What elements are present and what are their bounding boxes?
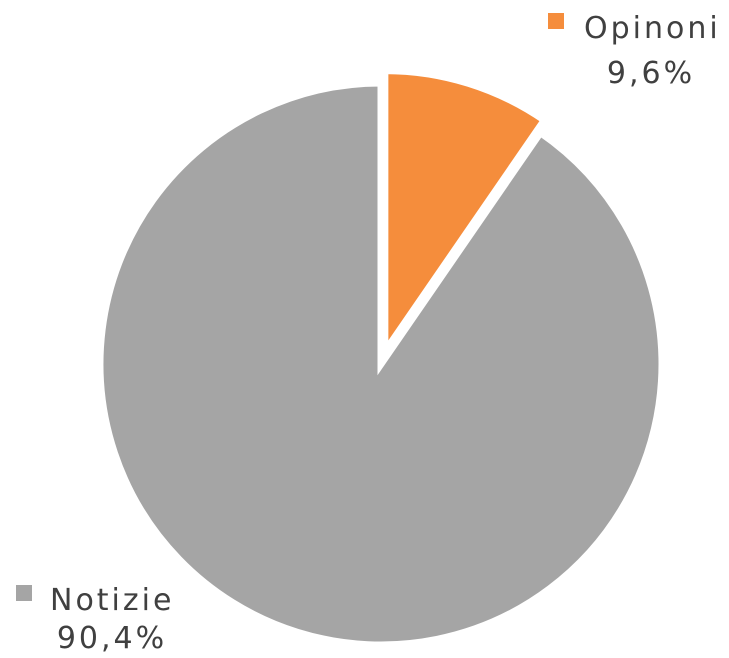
data-label-opinoni: Opinoni 9,6% [548, 11, 721, 91]
slice-value-label: 9,6% [607, 56, 695, 91]
pie-slice-notizie [96, 79, 666, 649]
slice-name-label: Opinoni [584, 11, 721, 46]
slice-value-label: 90,4% [57, 621, 167, 656]
legend-key-notizie [16, 585, 32, 601]
pie-slice-opinoni [381, 67, 550, 363]
legend-key-opinoni [548, 13, 564, 29]
slice-name-label: Notizie [50, 583, 174, 618]
